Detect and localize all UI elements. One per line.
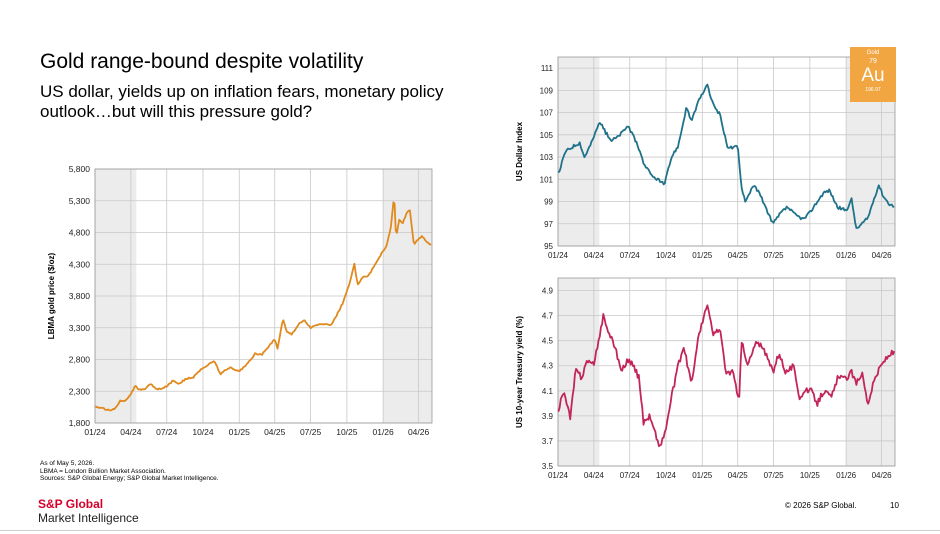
- x-tick-label: 07/24: [156, 427, 178, 437]
- y-tick-label: 1,800: [69, 418, 91, 428]
- y-tick-label: 4.5: [542, 337, 554, 346]
- badge-atomic-number: 79: [869, 58, 877, 65]
- x-tick-label: 10/24: [656, 251, 677, 260]
- x-tick-label: 04/24: [584, 251, 605, 260]
- x-tick-label: 04/24: [584, 471, 605, 480]
- y-tick-label: 99: [544, 198, 553, 207]
- y-tick-label: 97: [544, 220, 553, 229]
- y-tick-label: 3,800: [69, 291, 91, 301]
- y-tick-label: 3.9: [542, 412, 554, 421]
- x-tick-label: 07/25: [764, 471, 785, 480]
- x-tick-label: 07/25: [764, 251, 785, 260]
- y-axis-label: LBMA gold price ($/oz): [47, 252, 56, 339]
- x-tick-label: 01/25: [692, 471, 713, 480]
- y-tick-label: 3.7: [542, 437, 554, 446]
- y-tick-label: 111: [541, 64, 554, 73]
- note-sources: Sources: S&P Global Energy; S&P Global M…: [40, 475, 219, 483]
- y-tick-label: 3.5: [542, 462, 554, 471]
- copyright: © 2026 S&P Global.: [785, 501, 857, 510]
- slide-title: Gold range-bound despite volatility: [40, 50, 364, 73]
- series-line-1: [557, 83, 895, 229]
- company-logo: S&P Global Market Intelligence: [38, 498, 139, 526]
- y-tick-label: 109: [540, 86, 554, 95]
- y-tick-label: 4,800: [69, 228, 91, 238]
- plot-frame: [557, 56, 896, 247]
- series-line-1: [94, 201, 432, 412]
- x-tick-label: 04/26: [872, 251, 893, 260]
- plot-frame: [557, 277, 896, 467]
- y-tick-label: 95: [544, 242, 553, 251]
- y-tick-label: 3,300: [69, 323, 91, 333]
- note-date: As of May 5, 2026.: [40, 460, 95, 467]
- page-number: 10: [890, 501, 899, 510]
- badge-atomic-weight: 196.97: [865, 87, 881, 93]
- x-tick-label: 04/26: [408, 427, 430, 437]
- shaded-period-2: [846, 278, 895, 466]
- x-tick-label: 04/25: [728, 251, 749, 260]
- x-tick-label: 04/24: [120, 427, 142, 437]
- y-axis-label: US 10-year Treasury yield (%): [515, 316, 524, 428]
- y-tick-label: 4.7: [542, 312, 554, 321]
- x-tick-label: 07/24: [620, 251, 641, 260]
- y-tick-label: 4.1: [542, 387, 554, 396]
- plot-frame: [94, 168, 433, 424]
- x-tick-label: 10/25: [800, 251, 821, 260]
- y-tick-label: 2,800: [69, 355, 91, 365]
- gold-price-chart: 1,800 2,300 2,800 3,300 3,800 4,300 4,800 5,300…: [47, 164, 433, 437]
- x-tick-label: 10/25: [800, 471, 821, 480]
- x-tick-label: 01/25: [229, 427, 251, 437]
- y-tick-label: 101: [540, 175, 554, 184]
- x-tick-label: 04/25: [264, 427, 286, 437]
- y-tick-label: 4,300: [69, 259, 91, 269]
- x-tick-label: 10/25: [336, 427, 358, 437]
- slide-subtitle: US dollar, yields up on inflation fears,…: [40, 82, 444, 121]
- x-tick-label: 01/26: [836, 471, 857, 480]
- shaded-period-1: [558, 57, 600, 246]
- x-tick-label: 07/25: [300, 427, 322, 437]
- x-tick-label: 01/25: [692, 251, 713, 260]
- logo-subtitle: Market Intelligence: [38, 511, 139, 525]
- treasury-yield-chart: 3.5 3.7 3.9 4.1 4.3 4.5 4.7 4.9 01/24 04/24 07/24 1…: [515, 277, 896, 480]
- x-tick-label: 01/24: [548, 471, 569, 480]
- x-tick-label: 07/24: [620, 471, 641, 480]
- y-tick-label: 2,300: [69, 386, 91, 396]
- x-tick-label: 01/26: [372, 427, 394, 437]
- x-tick-label: 01/26: [836, 251, 857, 260]
- x-tick-label: 01/24: [548, 251, 569, 260]
- source-notes: As of May 5, 2026. LBMA = London Bullion…: [40, 460, 219, 483]
- badge-symbol: Au: [861, 65, 885, 86]
- us-dollar-index-chart: 95 97 99 101 103 105 107 109 111 01/24 04/24 07/24 1…: [515, 56, 896, 260]
- y-tick-label: 5,300: [69, 196, 91, 206]
- x-tick-label: 04/25: [728, 471, 749, 480]
- gold-element-badge: Gold 79 Au 196.97: [850, 47, 896, 102]
- y-tick-label: 107: [540, 109, 554, 118]
- badge-name: Gold: [866, 50, 880, 56]
- y-tick-label: 103: [540, 153, 554, 162]
- y-tick-label: 4.9: [542, 287, 554, 296]
- x-tick-label: 01/24: [84, 427, 106, 437]
- footer-divider: [0, 530, 940, 531]
- x-tick-label: 10/24: [192, 427, 214, 437]
- note-lbma: LBMA = London Bullion Market Association…: [40, 467, 166, 475]
- logo-brand: S&P Global: [38, 497, 104, 511]
- series-line-1: [557, 304, 896, 448]
- y-axis-label: US Dollar Index: [515, 121, 524, 181]
- y-tick-label: 4.3: [542, 362, 554, 371]
- y-tick-label: 5,800: [69, 164, 91, 174]
- x-tick-label: 04/26: [872, 471, 893, 480]
- y-tick-label: 105: [540, 131, 554, 140]
- x-tick-label: 10/24: [656, 471, 677, 480]
